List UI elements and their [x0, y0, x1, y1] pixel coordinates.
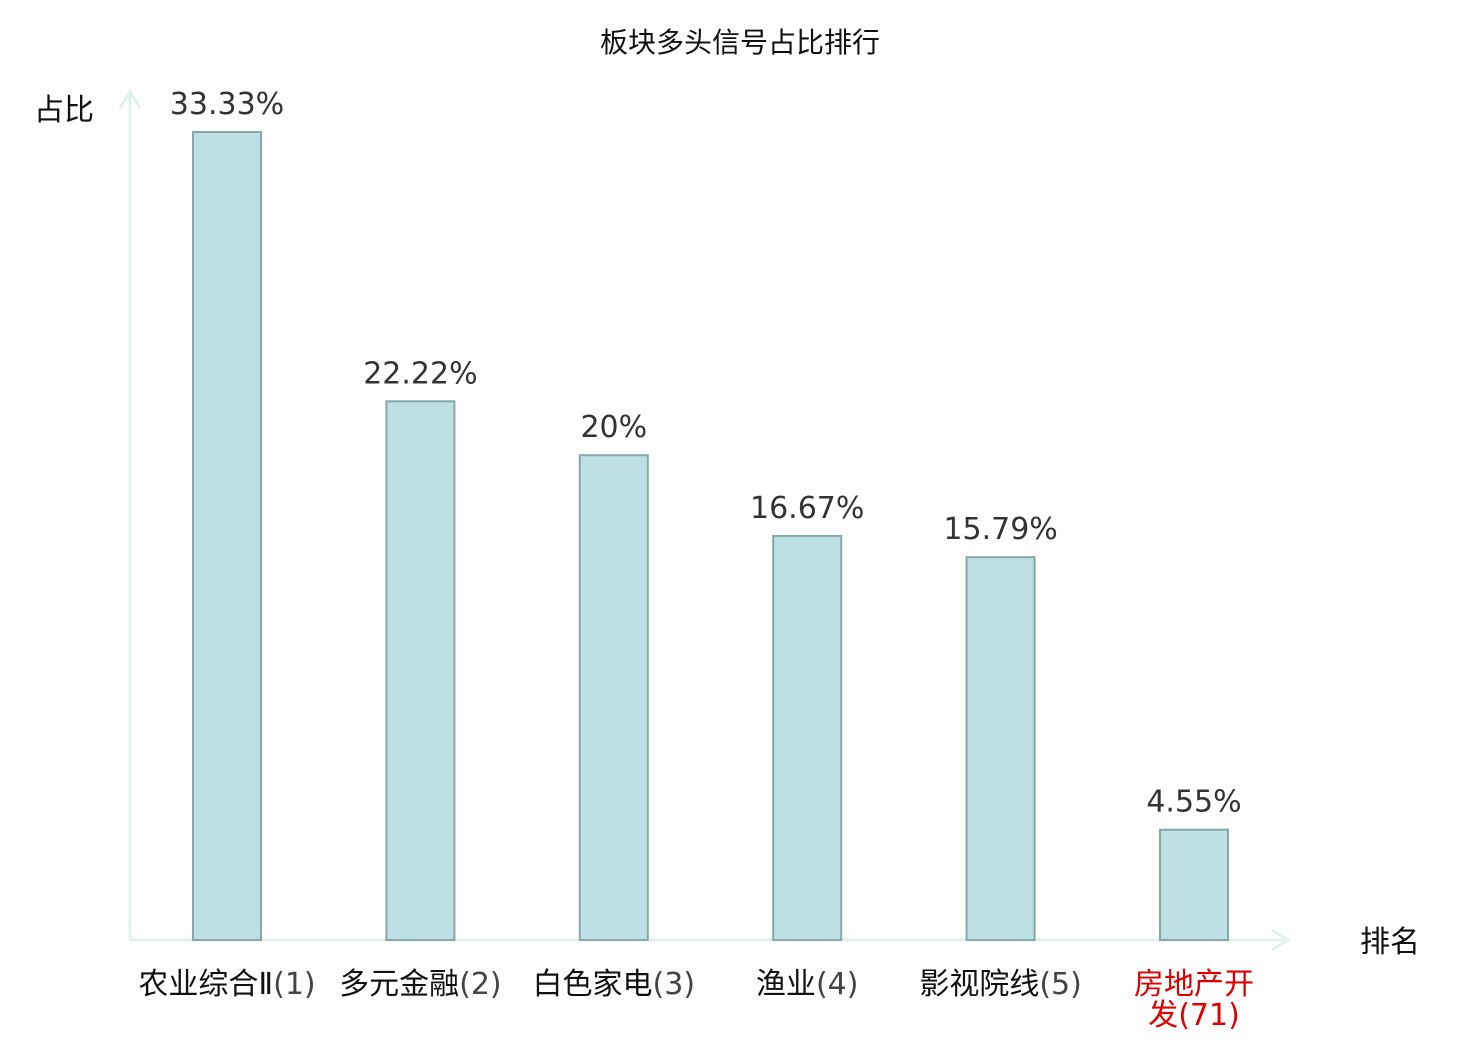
category-rank: (5): [1039, 967, 1082, 1002]
y-axis-label: 占比: [34, 93, 94, 128]
category-name: 渔业: [756, 967, 816, 1002]
bar: [1159, 828, 1229, 942]
bar: [772, 534, 843, 942]
x-axis-arrow: [1271, 928, 1291, 952]
category-label: 多元金融(2): [339, 967, 502, 1002]
category-label: 房地产开发(71): [1134, 967, 1254, 1033]
value-label: 4.55%: [1146, 785, 1241, 820]
bar: [385, 400, 456, 941]
category-name: 多元金融: [339, 967, 459, 1002]
category-rank: (71): [1178, 998, 1240, 1033]
chart-title: 板块多头信号占比排行: [600, 26, 880, 59]
bar: [578, 454, 649, 941]
bar: [965, 556, 1036, 941]
category-label: 农业综合Ⅱ(1): [138, 967, 315, 1002]
category-name: 影视院线: [919, 967, 1039, 1002]
value-label: 20%: [580, 410, 647, 445]
bar: [192, 131, 262, 941]
x-axis-label: 排名: [1360, 925, 1420, 960]
y-axis: 占比: [34, 89, 142, 940]
category-name-line-1: 房地产开: [1134, 967, 1254, 1002]
value-label: 33.33%: [170, 87, 284, 122]
category-rank: (2): [459, 967, 502, 1002]
category-name-line-2: 发: [1148, 998, 1178, 1033]
category-label: 白色家电(3): [533, 967, 696, 1002]
value-label: 22.22%: [363, 356, 477, 391]
category-label: 渔业(4): [756, 967, 859, 1002]
category-name: 白色家电: [533, 967, 653, 1002]
category-name: 农业综合Ⅱ: [138, 967, 273, 1002]
category-rank: (1): [273, 967, 316, 1002]
category-label: 影视院线(5): [919, 967, 1082, 1002]
category-rank: (4): [816, 967, 859, 1002]
category-labels: 农业综合Ⅱ(1) 多元金融(2) 白色家电(3) 渔业(4) 影视院线(5) 房地产开发(…: [138, 967, 1254, 1033]
y-axis-arrow: [118, 89, 142, 109]
bars: [192, 131, 1229, 942]
value-label: 16.67%: [750, 491, 864, 526]
x-axis: 排名: [130, 925, 1420, 960]
category-rank: (3): [653, 967, 696, 1002]
value-label: 15.79%: [943, 512, 1057, 547]
value-labels: 33.33% 22.22% 20% 16.67% 15.79% 4.55%: [170, 87, 1242, 820]
